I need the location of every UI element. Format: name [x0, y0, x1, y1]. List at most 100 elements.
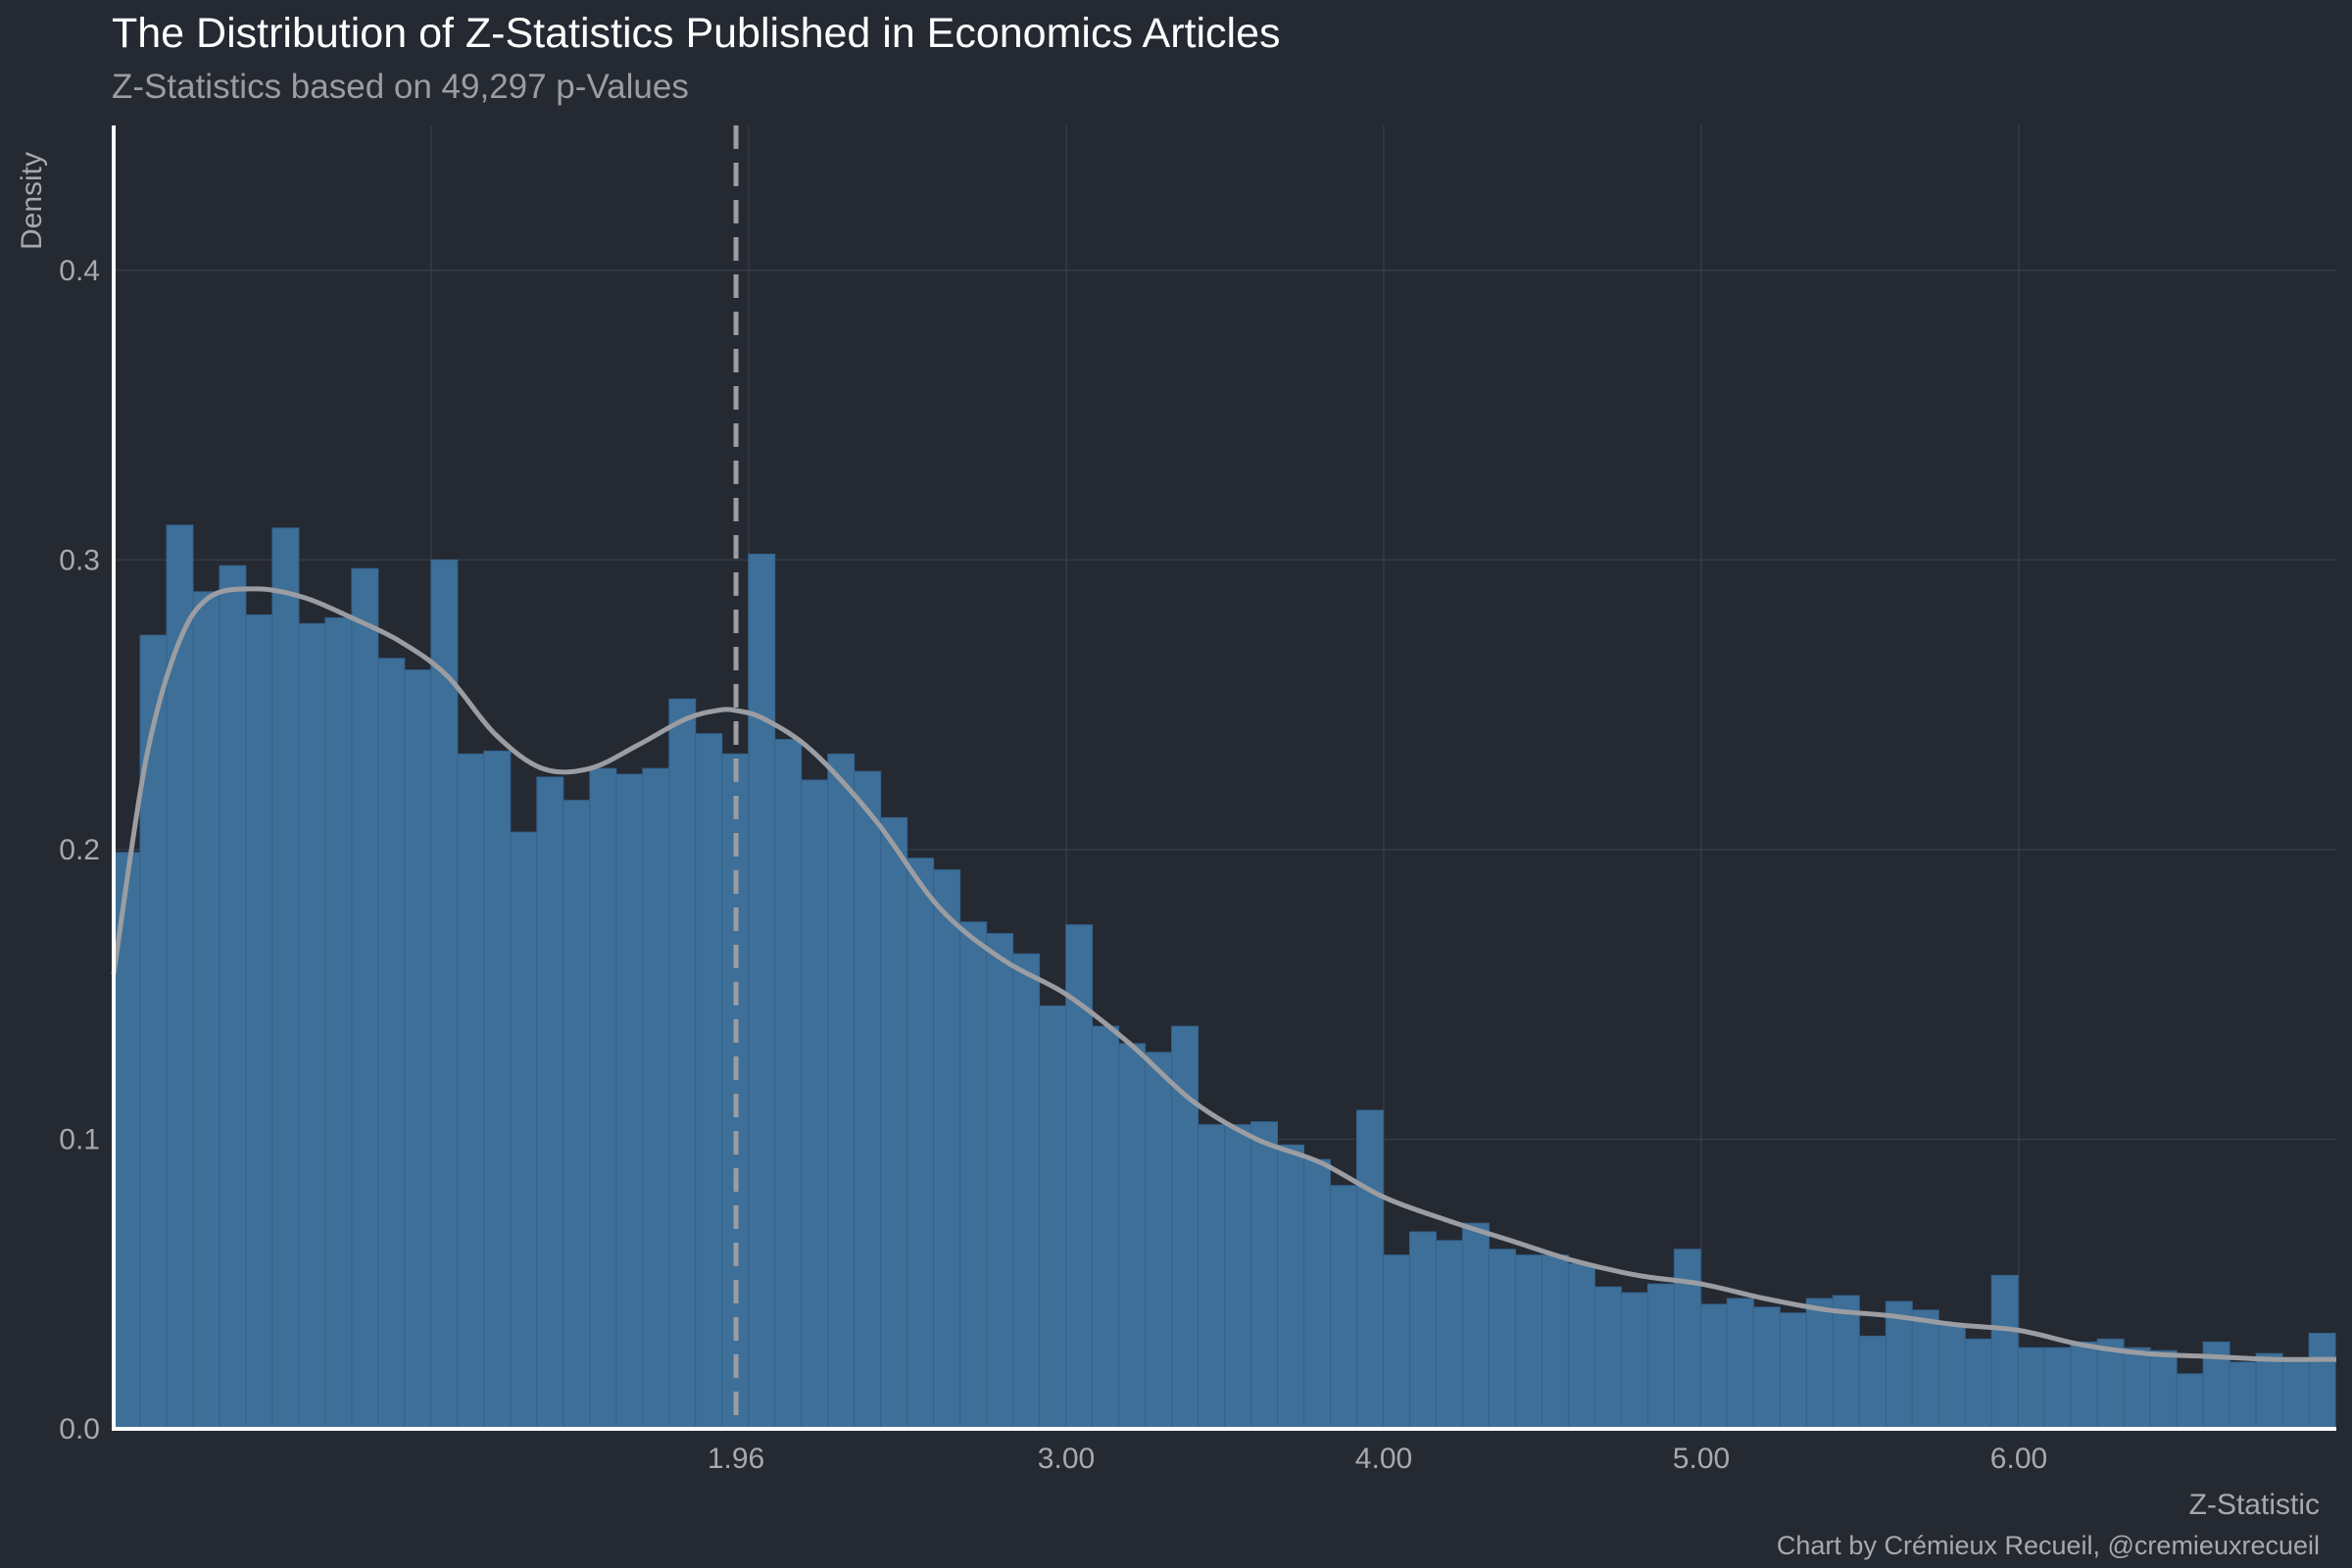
histogram-bar — [2149, 1349, 2178, 1430]
histogram-bar — [1964, 1338, 1992, 1430]
histogram-bar — [589, 767, 617, 1430]
histogram-bar — [271, 527, 300, 1430]
histogram-bar — [2281, 1358, 2310, 1430]
x-tick-label: 4.00 — [1355, 1443, 1412, 1475]
histogram-bar — [774, 739, 803, 1430]
y-tick-labels: 0.0 0.1 0.2 0.3 0.4 — [59, 255, 100, 1446]
histogram-bar — [1488, 1249, 1516, 1430]
chart-title: The Distribution of Z-Statistics Publish… — [112, 10, 1281, 57]
histogram-bar — [1092, 1025, 1120, 1430]
histogram-bar — [1461, 1222, 1490, 1430]
histogram-bar — [324, 616, 353, 1430]
histogram-bar — [1514, 1254, 1543, 1430]
histogram-bar — [430, 559, 459, 1430]
histogram-bar — [1198, 1124, 1226, 1430]
histogram-bar — [457, 753, 485, 1430]
histogram-bar — [1145, 1052, 1173, 1430]
histogram-bar — [377, 658, 406, 1430]
histogram-bar — [1699, 1303, 1728, 1430]
histogram-bar — [1858, 1335, 1886, 1430]
histogram-bar — [2070, 1341, 2098, 1430]
histogram-bar — [2123, 1347, 2151, 1430]
x-axis-title: Z-Statistic — [2189, 1489, 2320, 1521]
y-tick-label: 0.2 — [59, 834, 100, 866]
x-tick-label: 1.96 — [708, 1443, 764, 1475]
histogram-bar — [1408, 1231, 1437, 1430]
histogram-bar — [2308, 1332, 2336, 1430]
chart-subtitle: Z-Statistics based on 49,297 p-Values — [112, 68, 689, 106]
y-axis-title: Density — [16, 152, 48, 250]
histogram-bar — [827, 753, 856, 1430]
y-tick-label: 0.0 — [59, 1413, 100, 1446]
histogram-bar — [748, 553, 776, 1430]
histogram-bar — [642, 767, 670, 1430]
histogram-bar — [1224, 1124, 1252, 1430]
histogram-bar — [1673, 1249, 1701, 1430]
histogram-bar — [2043, 1347, 2072, 1430]
histogram-bar — [1911, 1309, 1939, 1430]
histogram-bar — [1990, 1274, 2019, 1430]
axes — [112, 125, 2336, 1431]
x-tick-label: 6.00 — [1990, 1443, 2047, 1475]
histogram-bar — [1303, 1158, 1332, 1430]
histogram-bar — [1646, 1283, 1675, 1430]
histogram-bar — [2096, 1338, 2125, 1430]
histogram-bar — [2176, 1373, 2204, 1430]
density-curve-group — [111, 586, 2337, 1362]
histogram-bar — [1832, 1295, 1860, 1430]
histogram-bar — [1885, 1300, 1913, 1430]
histogram-bar — [1805, 1298, 1834, 1430]
histogram-bar — [1752, 1306, 1781, 1430]
x-tick-label: 5.00 — [1673, 1443, 1730, 1475]
histogram-bar — [166, 524, 194, 1430]
histogram-bar — [245, 613, 273, 1430]
histogram-bar — [695, 733, 723, 1430]
histogram-bar — [1250, 1121, 1279, 1430]
histogram-bar — [1039, 1004, 1067, 1430]
histogram-bar — [880, 816, 908, 1430]
histogram-bar — [1779, 1312, 1807, 1430]
histogram-bar — [483, 750, 512, 1430]
histogram-bar — [933, 869, 961, 1430]
chart-caption: Chart by Crémieux Recueil, @cremieuxrecu… — [1777, 1531, 2320, 1560]
histogram-bar — [1726, 1298, 1754, 1430]
histogram-bar — [2255, 1352, 2283, 1430]
histogram-bar — [139, 634, 168, 1430]
histogram-bar — [563, 800, 591, 1430]
histogram-bar — [2017, 1347, 2045, 1430]
histogram-bar — [906, 858, 935, 1430]
histogram-bar — [404, 669, 432, 1430]
histogram-bar — [1330, 1185, 1357, 1430]
histogram-bar — [1435, 1240, 1463, 1430]
histogram-bar — [1382, 1254, 1410, 1430]
histogram-bar — [615, 773, 644, 1430]
histogram-bar — [298, 622, 326, 1430]
histogram-bar — [1541, 1254, 1569, 1430]
x-tick-labels: 1.96 3.00 4.00 5.00 6.00 — [708, 1443, 2047, 1475]
histogram-bar — [2229, 1361, 2257, 1430]
y-tick-label: 0.4 — [59, 255, 100, 287]
histogram-bar — [219, 564, 247, 1430]
x-tick-label: 3.00 — [1038, 1443, 1095, 1475]
y-tick-label: 0.1 — [59, 1123, 100, 1155]
histogram-bar — [1355, 1109, 1384, 1430]
density-curve — [111, 586, 2337, 1362]
histogram-bar — [1277, 1144, 1305, 1430]
histogram-bar — [1937, 1324, 1966, 1430]
histogram-bar — [1118, 1043, 1147, 1430]
histogram-bar — [1012, 953, 1041, 1430]
y-tick-label: 0.3 — [59, 544, 100, 576]
histogram-bar — [1593, 1286, 1622, 1430]
histogram-bar — [192, 591, 220, 1430]
histogram-bar — [536, 776, 564, 1430]
histogram-bar — [351, 567, 379, 1430]
histogram-bar — [854, 770, 882, 1430]
histogram-bar — [510, 831, 538, 1430]
histogram-bar — [801, 779, 829, 1430]
histogram-bar — [986, 933, 1014, 1430]
histogram-bars — [113, 524, 2336, 1430]
histogram-bar — [959, 921, 988, 1430]
histogram-bar — [1620, 1292, 1648, 1430]
histogram-bar — [1567, 1263, 1595, 1430]
